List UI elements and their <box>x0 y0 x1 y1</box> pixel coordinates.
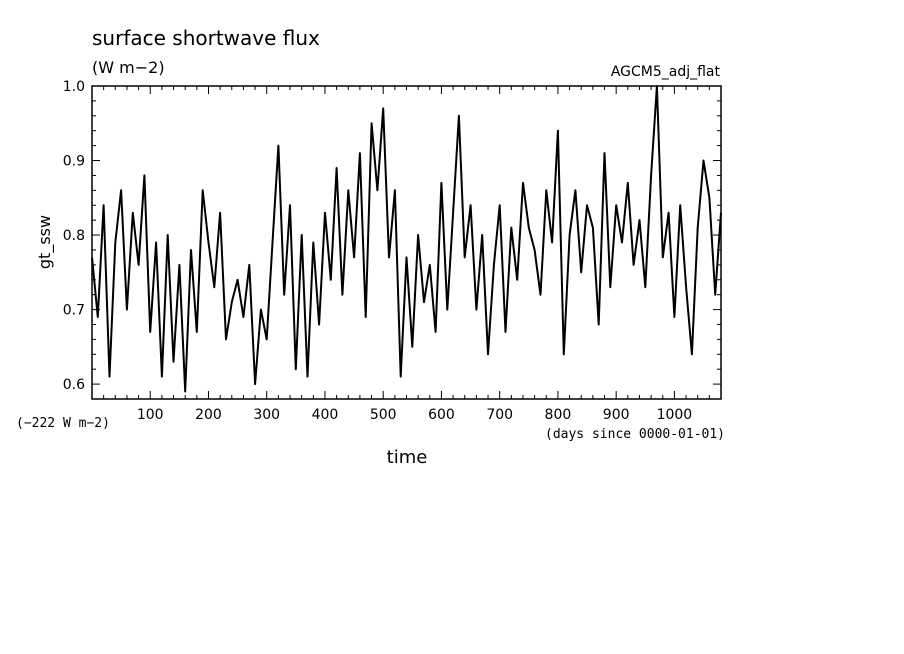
y-tick-label: 1.0 <box>63 79 85 95</box>
x-tick-label: 800 <box>545 407 572 423</box>
y-tick-label: 0.8 <box>63 228 85 244</box>
x-tick-label: 500 <box>370 407 397 423</box>
x-tick-label: 600 <box>428 407 455 423</box>
x-tick-label: 400 <box>312 407 339 423</box>
chart-title: surface shortwave flux <box>92 26 320 50</box>
x-tick-label: 100 <box>137 407 164 423</box>
y-offset-note: (−222 W m−2) <box>16 416 110 431</box>
x-tick-label: 1000 <box>657 407 693 423</box>
run-label: AGCM5_adj_flat <box>611 64 721 80</box>
y-axis-label: gt_ssw <box>35 215 55 269</box>
y-tick-label: 0.9 <box>63 154 85 170</box>
x-tick-label: 200 <box>195 407 222 423</box>
plot-frame <box>91 85 722 400</box>
chart-units: (W m−2) <box>92 58 165 77</box>
x-tick-labels: 100 200 300 400 500 600 700 800 900 1000 <box>137 407 692 423</box>
y-tick-label: 0.6 <box>63 377 85 393</box>
x-tick-label: 900 <box>603 407 630 423</box>
x-tick-label: 700 <box>486 407 513 423</box>
x-axis-label: time <box>387 447 428 468</box>
x-tick-label: 300 <box>253 407 280 423</box>
y-tick-label: 0.7 <box>63 303 85 319</box>
series-line <box>91 85 722 393</box>
x-unit-label: (days since 0000-01-01) <box>545 427 725 442</box>
y-tick-labels: 0.6 0.7 0.8 0.9 1.0 <box>63 79 85 393</box>
